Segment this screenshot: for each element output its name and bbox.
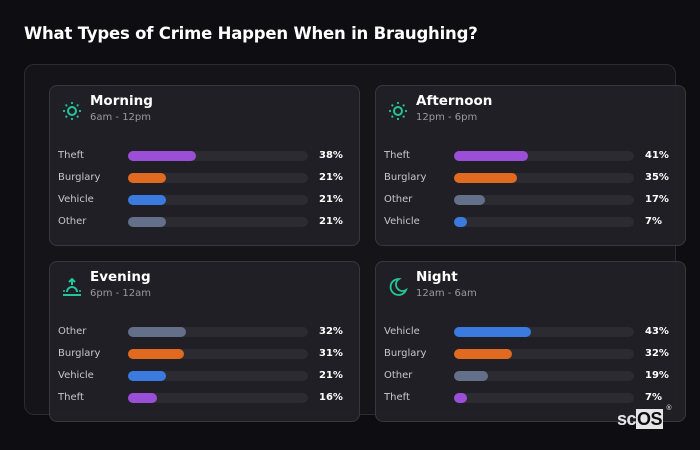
page-title: What Types of Crime Happen When in Braug… [24, 24, 478, 43]
bar-fill [128, 195, 166, 205]
bar-fill [454, 371, 489, 381]
bar-label: Other [384, 194, 413, 205]
moon-icon [387, 276, 409, 298]
bar-track [454, 393, 634, 403]
bar-fill [454, 217, 467, 227]
bar-fill [128, 217, 166, 227]
card-morning: Morning 6am - 12pm Theft 38% Burglary 21… [49, 85, 360, 246]
bar-track [128, 173, 308, 183]
bar-value: 21% [319, 172, 343, 183]
bar-track [454, 195, 634, 205]
bar-track [454, 327, 634, 337]
card-title: Afternoon [416, 93, 493, 109]
bar-track [128, 393, 308, 403]
bar-value: 21% [319, 216, 343, 227]
bar-label: Other [384, 370, 413, 381]
card-time-range: 6pm - 12am [90, 288, 152, 299]
bar-track [454, 151, 634, 161]
bar-row: Theft 7% [384, 390, 684, 412]
bar-value: 7% [645, 216, 662, 227]
bar-row: Burglary 35% [384, 170, 684, 192]
card-time-range: 12pm - 6pm [416, 112, 478, 123]
bar-fill [454, 151, 528, 161]
bar-value: 43% [645, 326, 669, 337]
bar-track [128, 327, 308, 337]
bar-value: 31% [319, 348, 343, 359]
bar-value: 38% [319, 150, 343, 161]
bar-value: 35% [645, 172, 669, 183]
card-title: Morning [90, 93, 153, 109]
card-afternoon: Afternoon 12pm - 6pm Theft 41% Burglary … [375, 85, 686, 246]
bar-track [128, 371, 308, 381]
bar-label: Burglary [58, 348, 101, 359]
bar-track [454, 173, 634, 183]
bar-value: 32% [319, 326, 343, 337]
card-title: Evening [90, 269, 151, 285]
bar-fill [128, 393, 157, 403]
bar-label: Burglary [58, 172, 101, 183]
bar-label: Other [58, 326, 87, 337]
bar-row: Burglary 21% [58, 170, 358, 192]
sun-icon [61, 100, 83, 122]
bar-label: Vehicle [58, 370, 94, 381]
bar-row: Other 21% [58, 214, 358, 236]
bar-track [128, 217, 308, 227]
bar-row: Vehicle 21% [58, 368, 358, 390]
bar-fill [128, 371, 166, 381]
bar-value: 21% [319, 370, 343, 381]
card-time-range: 6am - 12pm [90, 112, 152, 123]
bar-value: 7% [645, 392, 662, 403]
bar-fill [454, 327, 532, 337]
bar-value: 32% [645, 348, 669, 359]
card-evening: Evening 6pm - 12am Other 32% Burglary 31… [49, 261, 360, 422]
sunset-icon [61, 276, 83, 298]
bar-label: Burglary [384, 172, 427, 183]
bar-track [128, 349, 308, 359]
bar-value: 41% [645, 150, 669, 161]
bar-label: Theft [384, 150, 410, 161]
bar-value: 21% [319, 194, 343, 205]
bar-label: Theft [58, 392, 84, 403]
sun-icon [387, 100, 409, 122]
bar-label: Theft [58, 150, 84, 161]
bar-row: Other 17% [384, 192, 684, 214]
card-night: Night 12am - 6am Vehicle 43% Burglary 32… [375, 261, 686, 422]
card-time-range: 12am - 6am [416, 288, 477, 299]
bar-track [454, 371, 634, 381]
bar-track [454, 349, 634, 359]
bar-row: Theft 41% [384, 148, 684, 170]
bar-row: Vehicle 21% [58, 192, 358, 214]
bar-label: Vehicle [58, 194, 94, 205]
bar-fill [128, 151, 197, 161]
bar-row: Other 19% [384, 368, 684, 390]
bar-value: 16% [319, 392, 343, 403]
bar-label: Burglary [384, 348, 427, 359]
bar-value: 19% [645, 370, 669, 381]
bar-label: Vehicle [384, 326, 420, 337]
bar-fill [454, 349, 512, 359]
bar-track [128, 151, 308, 161]
bar-row: Other 32% [58, 324, 358, 346]
bar-track [454, 217, 634, 227]
bar-row: Burglary 31% [58, 346, 358, 368]
card-title: Night [416, 269, 458, 285]
bar-label: Vehicle [384, 216, 420, 227]
bar-row: Vehicle 43% [384, 324, 684, 346]
bar-fill [128, 173, 166, 183]
bar-label: Other [58, 216, 87, 227]
bar-fill [454, 195, 485, 205]
bar-row: Burglary 32% [384, 346, 684, 368]
bar-fill [454, 393, 467, 403]
bar-track [128, 195, 308, 205]
bar-row: Theft 38% [58, 148, 358, 170]
bar-fill [128, 349, 184, 359]
bar-value: 17% [645, 194, 669, 205]
bar-fill [454, 173, 517, 183]
bar-label: Theft [384, 392, 410, 403]
bar-row: Theft 16% [58, 390, 358, 412]
bar-fill [128, 327, 186, 337]
bar-row: Vehicle 7% [384, 214, 684, 236]
scos-logo: scOS ® [617, 405, 672, 429]
